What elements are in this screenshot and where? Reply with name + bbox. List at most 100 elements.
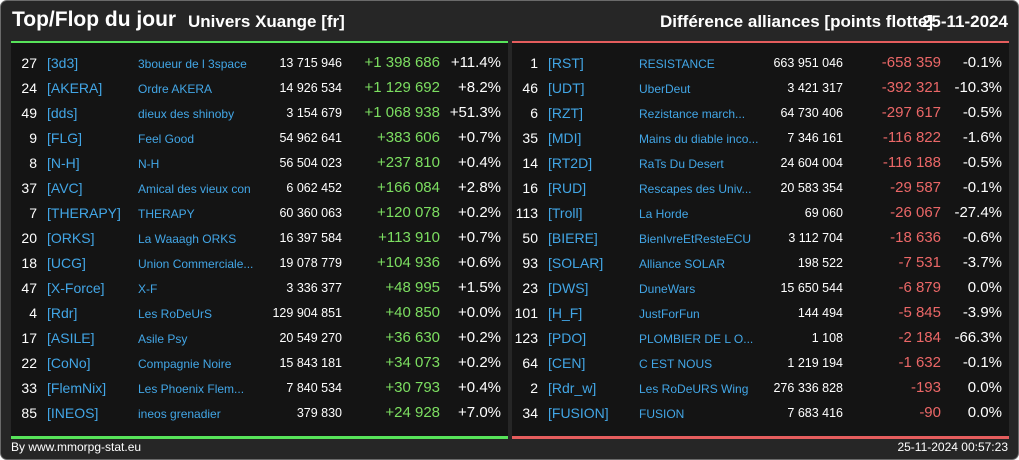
flop-row: 16 [RUD] Rescapes des Univ... 20 583 354 -29… [512,175,1009,200]
top-row: 9 [FLG] Feel Good 54 962 641 +383 606 +0.7% [11,125,508,150]
alliance-tag-link[interactable]: [SOLAR] [548,255,604,271]
flop-row: 64 [CEN] C EST NOUS 1 219 194 -1 632 -0.1% [512,350,1009,375]
alliance-tag-link[interactable]: [AVC] [47,180,83,196]
points-value: 15 650 544 [780,281,843,295]
alliance-tag-link[interactable]: [dds] [47,105,78,121]
percent-value: +0.4% [458,154,501,171]
alliance-tag-link[interactable]: [BIERE] [548,230,598,246]
rank-value: 46 [522,80,538,96]
diff-value: +1 398 686 [364,54,441,71]
alliance-tag-link[interactable]: [Troll] [548,205,583,221]
points-value: 7 840 534 [286,381,342,395]
points-value: 663 951 046 [773,56,843,70]
alliance-tag-link[interactable]: [MDI] [548,130,582,146]
diff-value: +48 995 [385,279,440,296]
rank-value: 1 [530,55,538,71]
percent-value: -0.5% [962,104,1002,121]
top-row: 47 [X-Force] X-F 3 336 377 +48 995 +1.5% [11,275,508,300]
top-row: 27 [3d3] 3boueur de l 3space 13 715 946 +1 3… [11,50,508,75]
alliance-tag-link[interactable]: [H_F] [548,305,583,321]
alliance-tag-link[interactable]: [FUSION] [548,405,609,421]
points-value: 6 062 452 [286,181,342,195]
rank-value: 2 [530,380,538,396]
percent-value: -0.6% [962,229,1002,246]
alliance-tag-link[interactable]: [DWS] [548,280,589,296]
rank-value: 7 [29,205,37,221]
percent-value: +51.3% [449,104,501,121]
points-value: 64 730 406 [780,106,843,120]
rank-value: 17 [21,330,37,346]
flop-row: 50 [BIERE] BienIvreEtResteECU 3 112 704 -18 … [512,225,1009,250]
percent-value: -1.6% [962,129,1002,146]
diff-value: +237 810 [377,154,440,171]
rank-value: 9 [29,130,37,146]
flop-row: 93 [SOLAR] Alliance SOLAR 198 522 -7 531 -3.7… [512,250,1009,275]
percent-value: +8.2% [458,79,501,96]
percent-value: 0.0% [967,279,1002,296]
top-row: 20 [ORKS] La Waaagh ORKS 16 397 584 +113 910… [11,225,508,250]
top-row: 7 [THERAPY] THERAPY 60 360 063 +120 078 +0.2% [11,200,508,225]
points-value: 144 494 [797,306,843,320]
alliance-tag-link[interactable]: [FLG] [47,130,83,146]
diff-value: -6 879 [898,279,941,296]
alliance-tag-link[interactable]: [RST] [548,55,584,71]
percent-value: +1.5% [458,279,501,296]
points-value: 13 715 946 [279,56,342,70]
percent-value: -3.7% [962,254,1002,271]
alliance-tag-link[interactable]: [UCG] [47,255,86,271]
rank-value: 93 [522,255,538,271]
alliance-tag-link[interactable]: [THERAPY] [47,205,121,221]
subtitle: Différence alliances [points flotte] [660,12,933,31]
rank-value: 22 [21,355,37,371]
diff-value: +40 850 [385,304,440,321]
alliance-tag-link[interactable]: [AKERA] [47,80,103,96]
diff-value: +1 068 938 [364,104,441,121]
points-value: 129 904 851 [272,306,342,320]
rank-value: 34 [522,405,538,421]
alliance-tag-link[interactable]: [Rdr_w] [548,380,597,396]
diff-value: +1 129 692 [364,79,441,96]
rank-value: 20 [21,230,37,246]
alliance-tag-link[interactable]: [RZT] [548,105,583,121]
alliance-tag-link[interactable]: [ASILE] [47,330,95,346]
flop-row: 23 [DWS] DuneWars 15 650 544 -6 879 0.0% [512,275,1009,300]
diff-value: +34 073 [385,354,440,371]
alliance-tag-link[interactable]: [CEN] [548,355,586,371]
diff-value: +104 936 [377,254,440,271]
percent-value: -10.3% [954,79,1002,96]
flop-row: 123 [PDO] PLOMBIER DE L O... 1 108 -2 184 -66… [512,325,1009,350]
flop-row: 34 [FUSION] FUSION 7 683 416 -90 0.0% [512,400,1009,425]
flop-row: 1 [RST] RESISTANCE 663 951 046 -658 359 -0.1% [512,50,1009,75]
percent-value: +0.7% [458,229,501,246]
percent-value: 0.0% [967,404,1002,421]
points-value: 20 549 270 [279,331,342,345]
alliance-tag-link[interactable]: [UDT] [548,80,585,96]
flop-row: 35 [MDI] Mains du diable inco... 7 346 161-… [512,125,1009,150]
percent-value: +0.7% [458,129,501,146]
rank-value: 16 [522,180,538,196]
alliance-tag-link[interactable]: [CoNo] [47,355,91,371]
points-value: 24 604 004 [780,156,843,170]
alliance-tag-link[interactable]: [ORKS] [47,230,95,246]
universe-label: Univers Xuange [fr] [188,12,345,31]
alliance-tag-link[interactable]: [3d3] [47,55,79,71]
diff-value: +113 910 [378,229,440,246]
percent-value: -3.9% [962,304,1002,321]
alliance-tag-link[interactable]: [PDO] [548,330,587,346]
top-row: 37 [AVC] Amical des vieux con 6 062 452 +166… [11,175,508,200]
points-value: 276 336 828 [773,381,843,395]
alliance-tag-link[interactable]: [INEOS] [47,405,99,421]
alliance-tag-link[interactable]: [FlemNix] [47,380,107,396]
alliance-tag-link[interactable]: [Rdr] [47,305,78,321]
header: Top/Flop du jour Univers Xuange [fr] Dif… [1,1,1018,41]
footer-credit-link[interactable]: By www.mmorpg-stat.eu [11,440,142,454]
points-value: 3 154 679 [286,106,342,120]
alliance-tag-link[interactable]: [N-H] [47,155,80,171]
diff-value: -297 617 [881,104,941,121]
alliance-tag-link[interactable]: [X-Force] [47,280,105,296]
rank-value: 14 [522,155,538,171]
diff-value: -2 184 [898,329,941,346]
flop-row: 101 [H_F] JustForFun 144 494 -5 845 -3.9% [512,300,1009,325]
alliance-tag-link[interactable]: [RUD] [548,180,587,196]
alliance-tag-link[interactable]: [RT2D] [548,155,593,171]
